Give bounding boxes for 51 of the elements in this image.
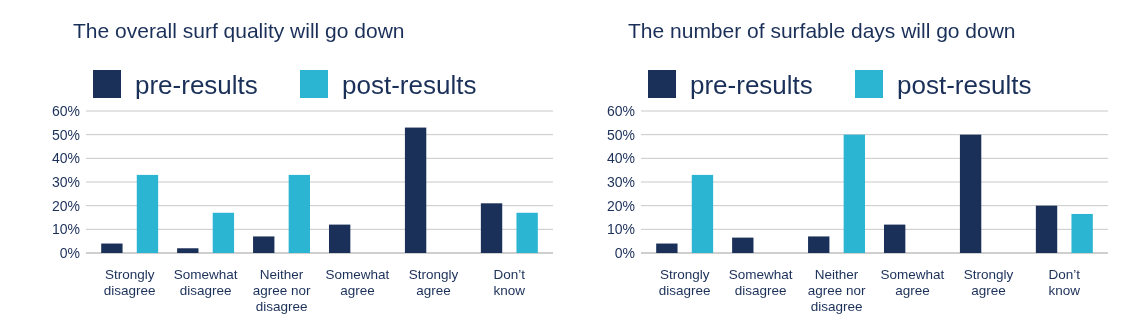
- y-tick-label: 60%: [606, 102, 635, 119]
- bar: [808, 236, 830, 253]
- bar: [212, 212, 235, 253]
- y-tick-label: 50%: [606, 126, 635, 143]
- x-tick-label: Somewhat agree: [880, 267, 945, 298]
- y-tick-label: 40%: [606, 150, 635, 167]
- bar: [883, 224, 906, 253]
- bar: [959, 134, 982, 253]
- chart-title: The overall surf quality will go down: [73, 19, 405, 42]
- bar: [136, 174, 159, 253]
- bar: [404, 127, 427, 253]
- bar: [101, 243, 123, 253]
- x-tick-label: Somewhat disagree: [173, 267, 238, 298]
- bar: [656, 243, 678, 253]
- chart-title: The number of surfable days will go down: [628, 19, 1016, 42]
- y-tick-label: 20%: [51, 197, 80, 214]
- x-tick-label: Don’t know: [493, 267, 526, 298]
- y-tick-label: 50%: [51, 126, 80, 143]
- x-tick-label: Strongly disagree: [103, 267, 156, 298]
- x-tick-label: Don’t know: [1048, 267, 1081, 298]
- bar: [480, 203, 503, 253]
- x-tick-label: Somewhat agree: [325, 267, 390, 298]
- bar: [732, 237, 754, 253]
- legend-label: pre-results: [690, 70, 813, 100]
- legend-label: post-results: [342, 70, 477, 100]
- legend-label: pre-results: [135, 70, 258, 100]
- x-tick-label: Neither agree nor disagree: [252, 267, 311, 314]
- y-tick-label: 0%: [59, 244, 80, 261]
- bar: [516, 212, 538, 253]
- y-tick-label: 10%: [51, 221, 80, 238]
- bar: [691, 174, 714, 253]
- y-tick-label: 20%: [606, 197, 635, 214]
- x-tick-label: Strongly disagree: [658, 267, 711, 298]
- legend-label: post-results: [897, 70, 1032, 100]
- bar: [843, 134, 866, 253]
- bar: [328, 224, 351, 253]
- bar: [253, 236, 275, 253]
- y-tick-label: 60%: [51, 102, 80, 119]
- bar: [177, 248, 199, 253]
- y-tick-label: 30%: [606, 173, 635, 190]
- x-tick-label: Strongly agree: [963, 267, 1014, 298]
- bar: [1035, 205, 1058, 253]
- y-tick-label: 0%: [614, 244, 635, 261]
- bar: [288, 174, 311, 253]
- y-tick-label: 30%: [51, 173, 80, 190]
- y-tick-label: 10%: [606, 221, 635, 238]
- x-tick-label: Neither agree nor disagree: [807, 267, 866, 314]
- x-tick-label: Somewhat disagree: [728, 267, 793, 298]
- x-tick-label: Strongly agree: [408, 267, 459, 298]
- bar: [1071, 213, 1093, 253]
- y-tick-label: 40%: [51, 150, 80, 167]
